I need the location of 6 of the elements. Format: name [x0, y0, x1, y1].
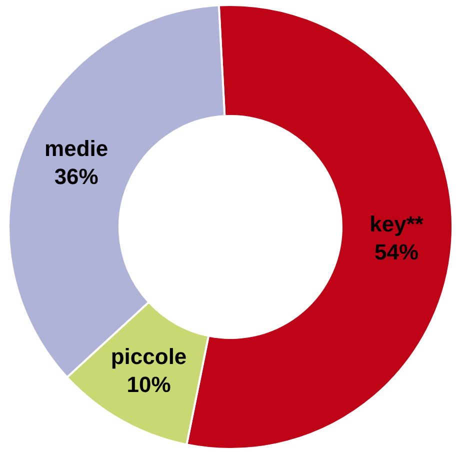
slice-label: medie [44, 136, 108, 162]
data-label: 10% [126, 372, 171, 398]
slice-label: piccole [110, 344, 187, 370]
data-label: 36% [54, 164, 98, 190]
slice-label: key** [370, 211, 424, 236]
data-label: 54% [374, 239, 419, 264]
